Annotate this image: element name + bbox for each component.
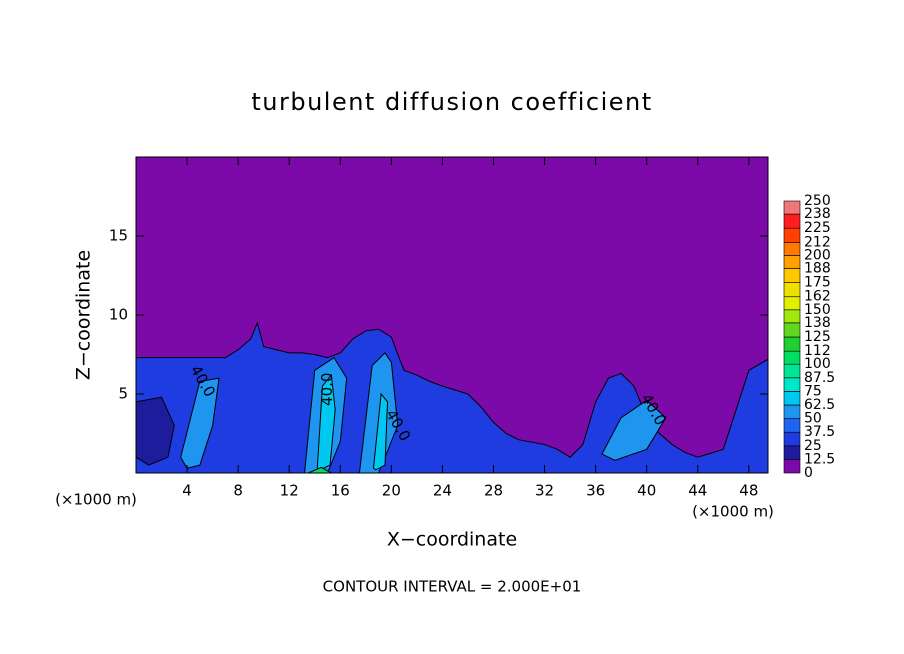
- colorbar-label: 25: [804, 438, 822, 454]
- colorbar-segment: [783, 363, 801, 379]
- colorbar-label: 138: [804, 315, 831, 331]
- x-tick-label: 36: [586, 482, 605, 500]
- y-tick-label: 5: [118, 385, 128, 403]
- colorbar-segment: [783, 445, 801, 460]
- contour-region: [358, 352, 399, 473]
- footnote: CONTOUR INTERVAL = 2.000E+01: [323, 578, 582, 596]
- x-tick-label: 32: [535, 482, 554, 500]
- x-tick-label: 24: [433, 482, 452, 500]
- colorbar-segment: [783, 459, 801, 474]
- contour-region: [372, 392, 389, 471]
- x-unit-label: (×1000 m): [55, 491, 137, 509]
- y-axis-label: Z−coordinate: [73, 250, 95, 380]
- x-tick-label: 44: [688, 482, 707, 500]
- colorbar-segment: [783, 296, 801, 311]
- x-tick-label: 8: [233, 482, 243, 500]
- colorbar-segment: [783, 309, 801, 324]
- x-tick-label: 4: [182, 482, 192, 500]
- colorbar-segment: [783, 336, 801, 352]
- colorbar-segment: [783, 242, 801, 256]
- x-tick-label: 28: [484, 482, 503, 500]
- axes: 4 8 12 16 20 24 28 32 36 40 44 4851015012.52537.550…: [109, 156, 835, 500]
- colorbar-segment: [783, 391, 801, 406]
- contour-region: [308, 466, 332, 473]
- colorbar-label: 125: [804, 329, 831, 345]
- colorbar-segment: [783, 200, 801, 215]
- colorbar-segment: [783, 282, 801, 298]
- colorbar-label: 0: [804, 465, 813, 481]
- colorbar-segment: [783, 431, 801, 447]
- contour-label: 40.0: [318, 373, 336, 406]
- colorbar-segment: [783, 255, 801, 269]
- colorbar-label: 75: [804, 383, 822, 399]
- colorbar-label: 162: [804, 289, 831, 305]
- x-tick-label: 12: [280, 482, 299, 500]
- colorbar-segment: [783, 377, 801, 392]
- colorbar-label: 37.5: [804, 424, 835, 440]
- contour-region: [136, 321, 768, 473]
- colorbar-label: 250: [804, 193, 831, 209]
- colorbar-label: 12.5: [804, 451, 835, 467]
- x-tick-label: 16: [331, 482, 350, 500]
- colorbar-segment: [783, 227, 801, 243]
- colorbar-label: 87.5: [804, 370, 835, 386]
- y-tick-label: 10: [109, 306, 128, 324]
- colorbar-label: 225: [804, 220, 831, 236]
- chart-title: turbulent diffusion coefficient: [251, 88, 652, 116]
- x-tick-label: 48: [739, 482, 758, 500]
- x-tick-label: 40: [637, 482, 656, 500]
- colorbar-segment: [783, 350, 801, 365]
- colorbar-segment: [783, 404, 801, 419]
- contour-region: [601, 399, 667, 461]
- colorbar-label: 212: [804, 234, 831, 250]
- colorbar-label: 175: [804, 275, 831, 291]
- contour-region: [136, 396, 175, 466]
- colorbar-segment: [783, 213, 801, 229]
- x-axis-label: X−coordinate: [387, 529, 517, 551]
- colorbar-label: 100: [804, 356, 831, 372]
- colorbar-label: 238: [804, 206, 831, 222]
- colorbar-segment: [783, 268, 801, 283]
- colorbar-label: 112: [804, 343, 831, 359]
- colorbar-label: 188: [804, 260, 831, 276]
- colorbar-label: 150: [804, 302, 831, 318]
- colorbar-segment: [783, 322, 801, 338]
- colorbar-label: 50: [804, 411, 822, 427]
- y-tick-label: 15: [109, 227, 128, 245]
- colorbar-label: 62.5: [804, 397, 835, 413]
- colorbar-segment: [783, 418, 801, 433]
- x-tick-label: 20: [382, 482, 401, 500]
- x-unit-label: (×1000 m): [692, 503, 774, 521]
- contour-field: 40.0 40.040.0 40.0: [136, 157, 768, 473]
- colorbar-label: 200: [804, 247, 831, 263]
